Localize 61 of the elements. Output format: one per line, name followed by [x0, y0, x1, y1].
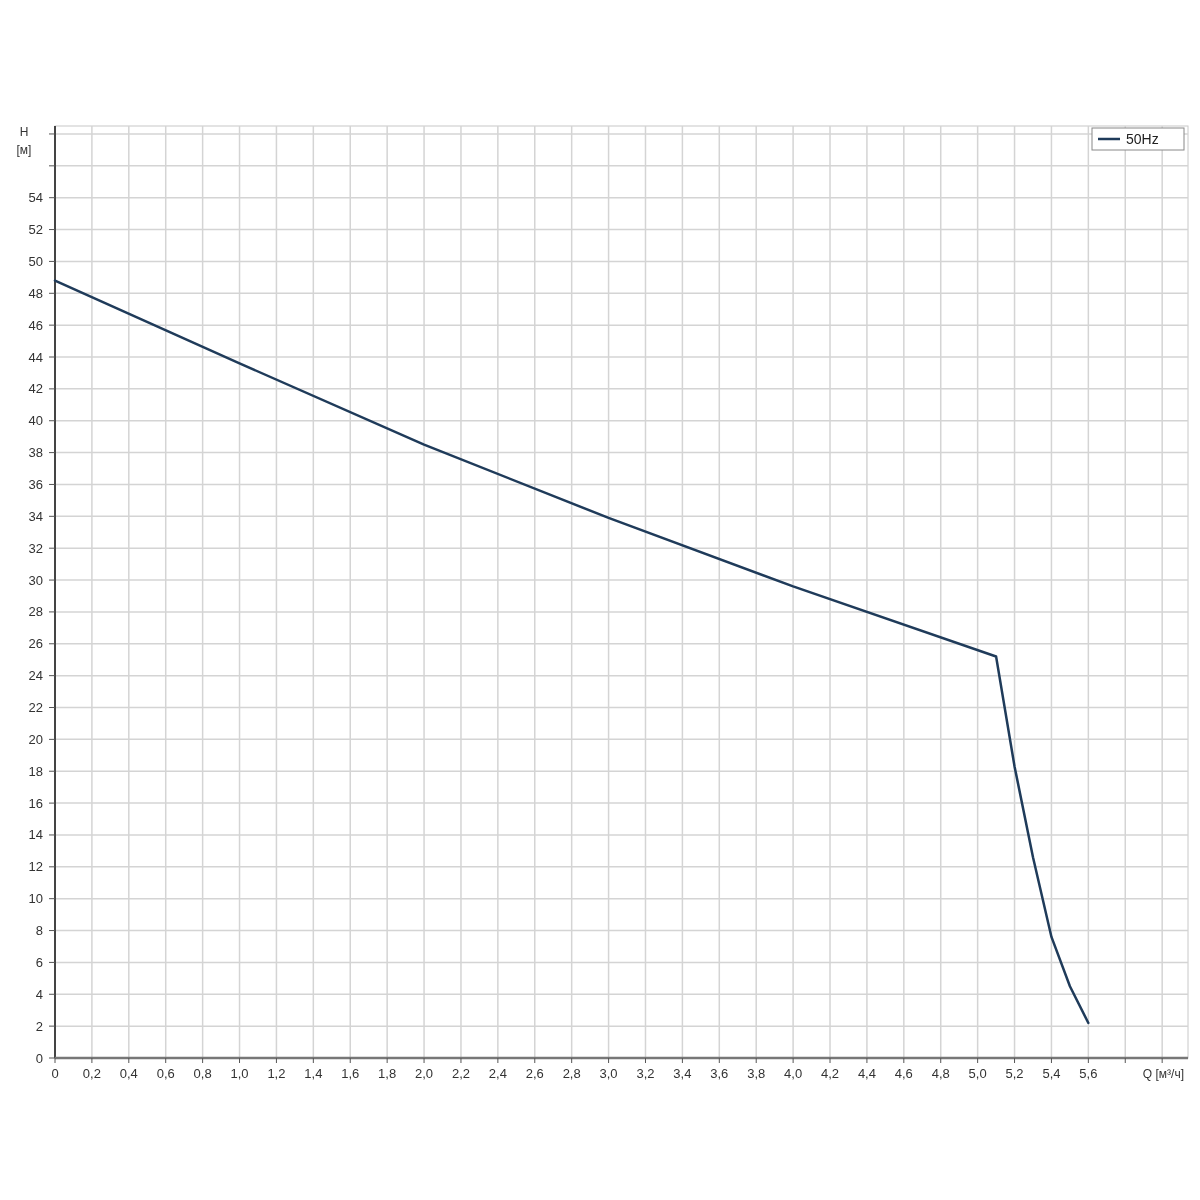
line-series	[53, 279, 1090, 1025]
y-tick-label: 6	[35, 954, 43, 970]
x-tick-label: 0,2	[82, 1066, 101, 1081]
x-tick-label: 4,8	[931, 1066, 950, 1081]
x-tick-label: 5,6	[1079, 1066, 1098, 1081]
y-tick-label: 30	[28, 572, 43, 588]
x-tick-label: 1,6	[341, 1066, 360, 1081]
y-tick-label: 4	[35, 986, 43, 1002]
x-tick-label: 1,4	[304, 1066, 323, 1081]
x-tick-label: 0,6	[156, 1066, 175, 1081]
y-tick-label: 16	[28, 795, 43, 811]
x-tick-label: 0,8	[193, 1066, 212, 1081]
x-tick-label: 3,8	[747, 1066, 766, 1081]
y-tick-label: 40	[28, 413, 43, 429]
x-tick-label: 0	[51, 1066, 59, 1081]
y-tick-label: 38	[28, 445, 43, 461]
x-tick-label: 2,0	[415, 1066, 434, 1081]
y-tick-label: 46	[28, 317, 43, 333]
y-tick-label: 34	[28, 508, 43, 524]
y-tick-label: 52	[28, 222, 43, 238]
legend-label: 50Hz	[1126, 131, 1159, 147]
x-tick-label: 2,4	[488, 1066, 507, 1081]
x-tick-label: 4,0	[784, 1066, 803, 1081]
y-axis-title: H [м]	[16, 125, 32, 157]
x-tick-label: 1,2	[267, 1066, 286, 1081]
y-tick-label: 26	[28, 636, 43, 652]
x-tick-label: 1,8	[378, 1066, 397, 1081]
y-tick-label: 12	[28, 859, 43, 875]
x-tick-label: 2,8	[562, 1066, 581, 1081]
x-tick-label: 4,6	[894, 1066, 913, 1081]
x-tick-label: 5,2	[1005, 1066, 1024, 1081]
x-tick-label: 4,2	[820, 1066, 840, 1081]
x-tick-label: 5,4	[1042, 1066, 1061, 1081]
y-tick-label: 42	[28, 381, 43, 397]
x-tick-label: 1,0	[230, 1066, 249, 1081]
x-tick-label: 3,6	[710, 1066, 729, 1081]
x-tick-label: 2,2	[451, 1066, 470, 1081]
y-tick-label: 24	[28, 668, 43, 684]
x-tick-label: 3,4	[673, 1066, 692, 1081]
y-tick-label: 54	[28, 190, 43, 206]
y-tick-label: 18	[28, 763, 43, 779]
x-tick-label: 2,6	[525, 1066, 544, 1081]
y-tick-label: 44	[28, 349, 43, 365]
y-tick-label: 22	[28, 700, 43, 715]
x-tick-label: 3,2	[636, 1066, 655, 1081]
y-tick-label: 28	[28, 604, 43, 620]
y-tick-label: 14	[28, 827, 43, 843]
y-tick-label: 0	[35, 1050, 43, 1066]
y-tick-label: 20	[28, 731, 43, 747]
x-tick-label: 5,0	[968, 1066, 987, 1081]
x-tick-label: 4,4	[857, 1066, 876, 1081]
y-tick-label: 36	[28, 476, 43, 492]
y-tick-label: 2	[35, 1018, 43, 1034]
x-tick-label: 0,4	[119, 1066, 138, 1081]
x-tick-label: 3,0	[599, 1066, 618, 1081]
y-tick-label: 50	[28, 253, 43, 269]
y-tick-label: 48	[28, 285, 43, 301]
y-tick-label: 10	[28, 891, 43, 907]
y-tick-label: 8	[35, 923, 43, 939]
y-tick-label: 32	[28, 540, 43, 556]
x-axis-title: Q [м³/ч]	[1142, 1067, 1184, 1081]
